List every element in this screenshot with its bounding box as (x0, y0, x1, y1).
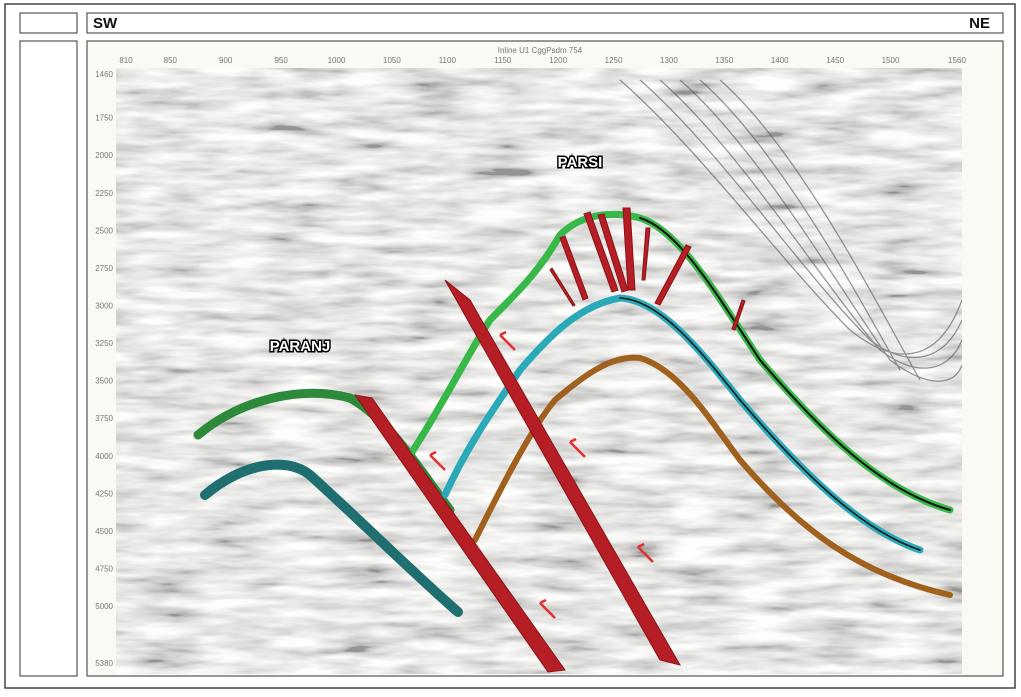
y-tick-label: 3750 (95, 414, 113, 423)
side-box (20, 13, 77, 33)
x-tick-label: 850 (164, 56, 178, 65)
x-tick-label: 900 (219, 56, 233, 65)
label-paranj: PARANJ (270, 338, 331, 355)
section-title: Inline U1 CggPsdm 754 (498, 46, 583, 55)
x-tick-label: 1350 (715, 56, 733, 65)
y-tick-label: 4250 (95, 489, 113, 498)
y-tick-label: 2250 (95, 189, 113, 198)
y-tick-label: 1750 (95, 114, 113, 123)
seismic-section (116, 68, 962, 674)
header-left: SW (93, 15, 118, 32)
y-tick-label: 3500 (95, 377, 113, 386)
x-tick-label: 1200 (549, 56, 567, 65)
page: SW NE Inline U1 CggPsdm 754 (0, 0, 1021, 692)
header-bar (87, 13, 1003, 33)
y-tick-label: 5380 (95, 659, 113, 668)
x-tick-label: 1150 (494, 56, 512, 65)
x-tick-label: 1250 (605, 56, 623, 65)
x-tick-label: 1050 (383, 56, 401, 65)
x-tick-label: 1000 (328, 56, 346, 65)
y-tick-label: 2000 (95, 151, 113, 160)
y-tick-label: 4000 (95, 452, 113, 461)
y-tick-label: 5000 (95, 602, 113, 611)
y-tick-label: 3000 (95, 302, 113, 311)
x-tick-label: 950 (274, 56, 288, 65)
y-tick-label: 3250 (95, 339, 113, 348)
seismic-wash (116, 68, 962, 674)
y-tick-label: 1460 (95, 70, 113, 79)
x-tick-label: 1560 (948, 56, 966, 65)
label-parsi: PARSI (558, 154, 603, 171)
y-tick-label: 4750 (95, 564, 113, 573)
x-tick-label: 810 (119, 56, 133, 65)
header-right: NE (969, 15, 990, 32)
x-tick-label: 1100 (439, 56, 457, 65)
x-tick-label: 1500 (882, 56, 900, 65)
y-tick-label: 2750 (95, 264, 113, 273)
x-tick-label: 1300 (660, 56, 678, 65)
y-tick-label: 4500 (95, 527, 113, 536)
x-tick-label: 1450 (826, 56, 844, 65)
x-tick-label: 1400 (771, 56, 789, 65)
y-tick-label: 2500 (95, 226, 113, 235)
side-panel (20, 41, 77, 676)
